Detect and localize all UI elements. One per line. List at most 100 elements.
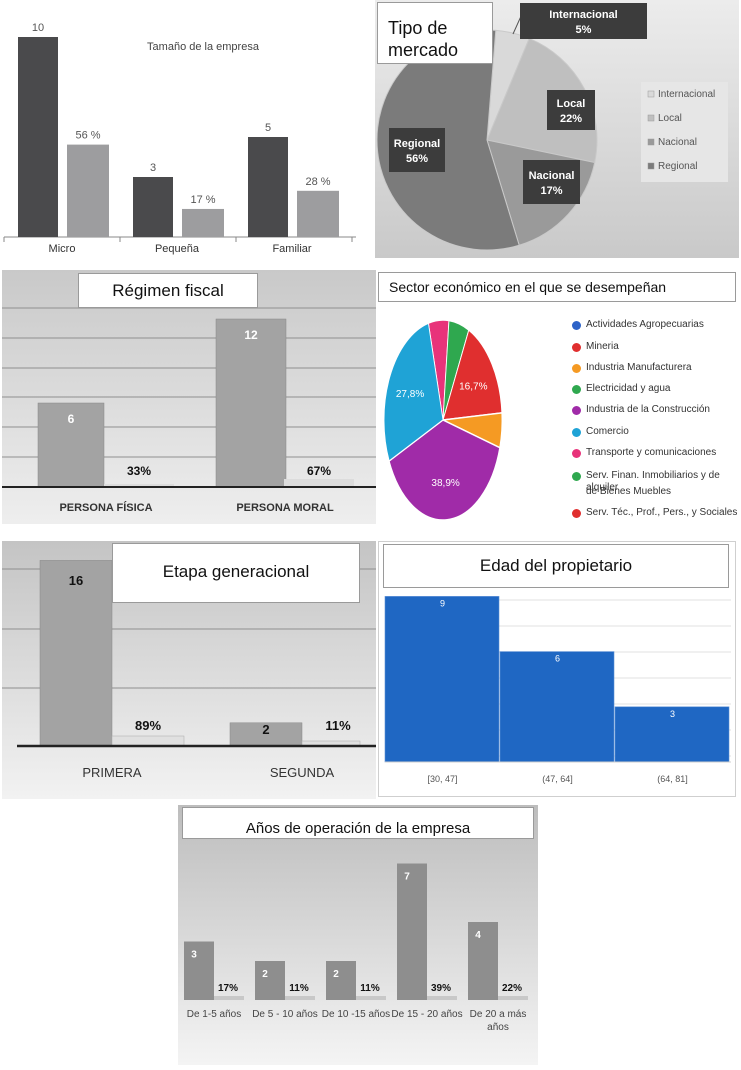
data-label: 3 <box>150 162 156 174</box>
x-tick-label: De 15 - 20 años <box>391 1009 462 1020</box>
legend-label: Industria de la Construcción <box>586 404 710 415</box>
slice-label-box <box>523 160 580 204</box>
legend-box <box>641 82 728 182</box>
x-tick-label: Micro <box>49 243 76 255</box>
chart-sector-svg: 16,7% 38,9% 27,8% <box>383 319 503 521</box>
data-label: 39% <box>431 983 451 994</box>
legend-swatch <box>572 343 581 352</box>
data-label: 6 <box>555 654 560 664</box>
chart-etapa-title-text: Etapa generacional <box>162 562 310 581</box>
legend-label: Internacional <box>658 89 715 100</box>
slice-label-value: 56% <box>406 153 428 165</box>
x-tick-label: PRIMERA <box>82 765 142 780</box>
bar <box>37 402 105 488</box>
slice-label-name: Local <box>557 98 586 110</box>
chart-regimen-svg: 6 33% PERSONA FÍSICA 12 67% PERSONA MORAL <box>2 307 376 514</box>
x-tick-label: De 5 - 10 años <box>252 1009 318 1020</box>
data-label: 12 <box>244 328 258 342</box>
bar <box>111 735 185 747</box>
bar <box>427 996 457 1000</box>
x-tick-label: SEGUNDA <box>270 765 335 780</box>
data-label: 2 <box>262 969 268 980</box>
chart-anos-title-text: Años de operación de la empresa <box>245 820 471 837</box>
x-tick-label: PERSONA MORAL <box>236 502 334 514</box>
data-label: 67% <box>307 464 331 478</box>
data-label: 11% <box>360 983 380 994</box>
x-tick-label: De 10 -15 años <box>322 1009 390 1020</box>
slice-label-value: 17% <box>540 185 562 197</box>
data-label: 6 <box>68 412 75 426</box>
chart-mercado: Internacional 5% Local 22% Nacional 17% Region… <box>375 0 739 258</box>
slice-label: 27,8% <box>396 389 424 400</box>
bar <box>397 863 427 1000</box>
chart-title: Tamaño de la empresa <box>147 41 260 53</box>
x-tick-label: De 1-5 años <box>187 1009 241 1020</box>
chart-etapa-svg: 16 89% PRIMERA 2 11% SEGUNDA <box>2 560 376 780</box>
legend-label: Actividades Agropecuarias <box>586 319 704 330</box>
legend-swatch <box>647 138 655 146</box>
legend-label: Nacional <box>658 137 697 148</box>
x-tick-label: De 20 a más <box>470 1009 527 1020</box>
x-tick-label: Familiar <box>272 243 311 255</box>
bar <box>284 479 354 487</box>
x-tick-label: (64, 81] <box>657 774 688 784</box>
bar <box>285 996 315 1000</box>
x-tick-label: (47, 64] <box>542 774 573 784</box>
bar <box>133 177 173 237</box>
legend-swatch <box>572 428 581 437</box>
bar <box>356 996 386 1000</box>
data-label: 7 <box>404 872 410 883</box>
slice-label-value: 22% <box>560 113 582 125</box>
pie-slice <box>383 322 444 462</box>
bar <box>182 208 224 237</box>
legend-swatch <box>647 90 655 98</box>
slice-label-box <box>389 128 445 172</box>
pie-slice <box>486 37 598 164</box>
legend-swatch <box>647 162 655 170</box>
bar <box>39 560 113 747</box>
legend-swatch <box>572 449 581 458</box>
data-label: 9 <box>440 598 445 608</box>
chart-edad-svg: 9 [30, 47] 6 (47, 64] 3 (64, 81] <box>384 596 731 784</box>
chart-regimen-title-text: Régimen fiscal <box>112 280 224 300</box>
slice-label-box <box>547 90 595 130</box>
data-label: 17 % <box>190 194 215 206</box>
chart-mercado-title-text: Tipo de mercado <box>388 18 459 60</box>
bar <box>104 484 174 487</box>
slice-label: 16,7% <box>459 381 487 392</box>
pie-slice <box>442 329 503 421</box>
legend-swatch <box>572 472 581 481</box>
legend-swatch <box>572 509 581 518</box>
chart-sector: Sector económico en el que se desempeñan… <box>376 270 740 524</box>
chart-tamano: Tamaño de la empresa 10 56 % Micro 3 17 % Pequ… <box>0 0 370 262</box>
bar <box>255 961 285 1000</box>
data-label: 33% <box>127 464 151 478</box>
pie-slice <box>388 419 501 521</box>
data-label: 22% <box>502 983 522 994</box>
chart-edad-title: Edad del propietario <box>383 544 729 588</box>
legend-label: Mineria <box>586 341 619 352</box>
data-label: 11% <box>289 983 309 994</box>
data-label: 17% <box>218 983 238 994</box>
bar <box>214 996 244 1000</box>
data-label: 3 <box>670 709 675 719</box>
slice-label-name: Regional <box>394 138 440 150</box>
bar <box>498 996 528 1000</box>
legend-swatch <box>647 114 655 122</box>
bar <box>215 318 287 488</box>
bar <box>326 961 356 1000</box>
data-label: 10 <box>32 22 44 34</box>
legend-swatch <box>572 406 581 415</box>
bar <box>499 651 615 763</box>
chart-anos: 3 17% De 1-5 años 2 11% De 5 - 10 años 2 11% De … <box>178 805 538 1065</box>
legend-swatch <box>572 364 581 373</box>
bar <box>614 706 730 763</box>
data-label: 2 <box>262 722 269 737</box>
bar <box>384 596 500 763</box>
x-tick-label: años <box>487 1022 509 1033</box>
legend-label: Electricidad y agua <box>586 383 671 394</box>
legend-label: Transporte y comunicaciones <box>586 447 717 458</box>
chart-mercado-title: Tipo de mercado <box>377 2 493 64</box>
slice-label-box <box>520 3 647 39</box>
chart-sector-title-text: Sector económico en el que se desempeñan <box>389 279 667 295</box>
